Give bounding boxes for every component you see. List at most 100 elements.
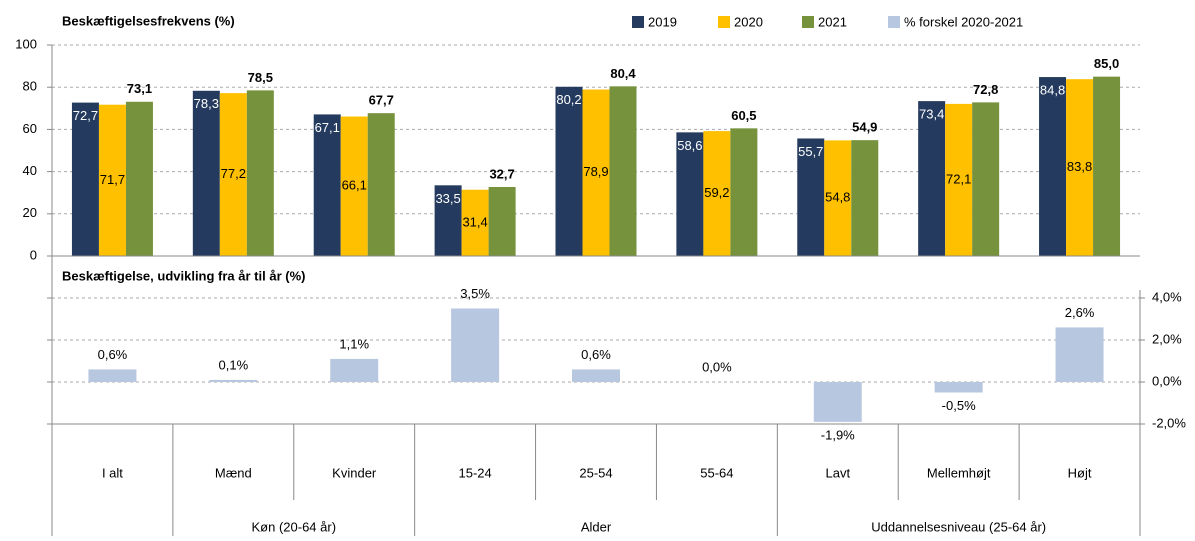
- bar: [461, 189, 489, 256]
- bar: [918, 101, 946, 256]
- data-label: 33,5: [435, 191, 460, 206]
- legend-swatch: [802, 16, 814, 28]
- y2-tick-label: -2,0%: [1152, 415, 1186, 430]
- data-label: 67,1: [315, 120, 340, 135]
- data-label: 80,2: [556, 92, 581, 107]
- data-label: 59,2: [704, 185, 729, 200]
- bar: [730, 128, 758, 256]
- bar: [98, 104, 126, 256]
- data-label: 54,9: [852, 120, 877, 135]
- y-tick-label: 20: [23, 205, 37, 220]
- bar: [555, 86, 583, 256]
- chart-title: Beskæftigelse, udvikling fra år til år (…: [62, 268, 305, 283]
- data-label: 78,3: [194, 96, 219, 111]
- x-tick-label: 55-64: [700, 465, 733, 480]
- bar: [125, 101, 153, 256]
- data-label: 0,1%: [219, 357, 249, 372]
- y2-tick-label: 0,0%: [1152, 373, 1182, 388]
- bar: [1039, 77, 1067, 257]
- y2-tick-label: 2,0%: [1152, 331, 1182, 346]
- bar: [703, 131, 731, 256]
- data-label: 60,5: [731, 108, 756, 123]
- bar: [340, 116, 368, 257]
- bar: [313, 114, 341, 256]
- x-tick-label: Mellemhøjt: [927, 465, 991, 480]
- group-label: Alder: [581, 519, 612, 534]
- bar: [609, 86, 637, 256]
- group-label: Køn (20-64 år): [252, 519, 337, 534]
- data-label: -1,9%: [821, 427, 855, 442]
- bar: [582, 89, 610, 256]
- x-tick-label: 15-24: [458, 465, 491, 480]
- data-label: 72,8: [973, 82, 998, 97]
- data-label: 2,6%: [1065, 305, 1095, 320]
- bar: [330, 358, 379, 382]
- y-tick-label: 80: [23, 79, 37, 94]
- y-tick-label: 60: [23, 121, 37, 136]
- data-label: 3,5%: [460, 286, 490, 301]
- data-label: 80,4: [610, 66, 636, 81]
- y-tick-label: 100: [15, 36, 37, 51]
- data-label: 1,1%: [339, 336, 369, 351]
- bar: [934, 382, 983, 393]
- bar: [851, 140, 879, 256]
- bar: [488, 187, 516, 256]
- legend-label: 2020: [734, 14, 763, 29]
- bar: [71, 102, 99, 256]
- bar: [219, 93, 247, 256]
- bar: [1055, 327, 1104, 382]
- bar: [88, 369, 137, 382]
- data-label: 31,4: [462, 214, 487, 229]
- data-label: 58,6: [677, 138, 702, 153]
- data-label: 71,7: [100, 172, 125, 187]
- data-label: 73,1: [127, 81, 152, 96]
- bar: [824, 140, 852, 256]
- legend-label: % forskel 2020-2021: [904, 14, 1023, 29]
- data-label: 0,6%: [581, 347, 611, 362]
- data-label: 77,2: [221, 166, 246, 181]
- data-label: 67,7: [369, 93, 394, 108]
- chart-title: Beskæftigelsesfrekvens (%): [62, 13, 235, 28]
- bar: [572, 369, 620, 382]
- data-label: 84,8: [1040, 83, 1065, 98]
- bar: [209, 379, 258, 382]
- bar: [1066, 79, 1094, 256]
- data-label: 72,1: [946, 171, 971, 186]
- bar: [797, 138, 825, 256]
- group-label: Uddannelsesniveau (25-64 år): [871, 519, 1046, 534]
- data-label: 78,5: [248, 70, 273, 85]
- bar: [945, 103, 973, 256]
- data-label: 78,9: [583, 164, 608, 179]
- data-label: 0,0%: [702, 359, 732, 374]
- x-tick-label: I alt: [102, 465, 123, 480]
- legend-label: 2021: [818, 14, 847, 29]
- bar: [246, 90, 274, 257]
- bar: [451, 308, 500, 382]
- data-label: 54,8: [825, 190, 850, 205]
- legend-swatch: [632, 16, 644, 28]
- y-tick-label: 0: [30, 247, 37, 262]
- data-label: 83,8: [1067, 159, 1092, 174]
- x-tick-label: Mænd: [215, 465, 252, 480]
- data-label: -0,5%: [942, 398, 976, 413]
- data-label: 0,6%: [98, 347, 128, 362]
- bar: [972, 102, 1000, 256]
- data-label: 66,1: [342, 178, 367, 193]
- bar: [192, 90, 220, 256]
- x-tick-label: Højt: [1068, 465, 1092, 480]
- legend-swatch: [888, 16, 900, 28]
- legend-swatch: [718, 16, 730, 28]
- data-label: 55,7: [798, 144, 823, 159]
- y-tick-label: 40: [23, 163, 37, 178]
- bar: [813, 382, 862, 422]
- bar: [1093, 76, 1121, 257]
- data-label: 32,7: [489, 166, 514, 181]
- legend-label: 2019: [648, 14, 677, 29]
- bar: [676, 132, 704, 256]
- x-tick-label: 25-54: [579, 465, 612, 480]
- data-label: 73,4: [919, 107, 944, 122]
- bar: [434, 185, 462, 256]
- data-label: 85,0: [1094, 56, 1119, 71]
- bar: [367, 113, 395, 256]
